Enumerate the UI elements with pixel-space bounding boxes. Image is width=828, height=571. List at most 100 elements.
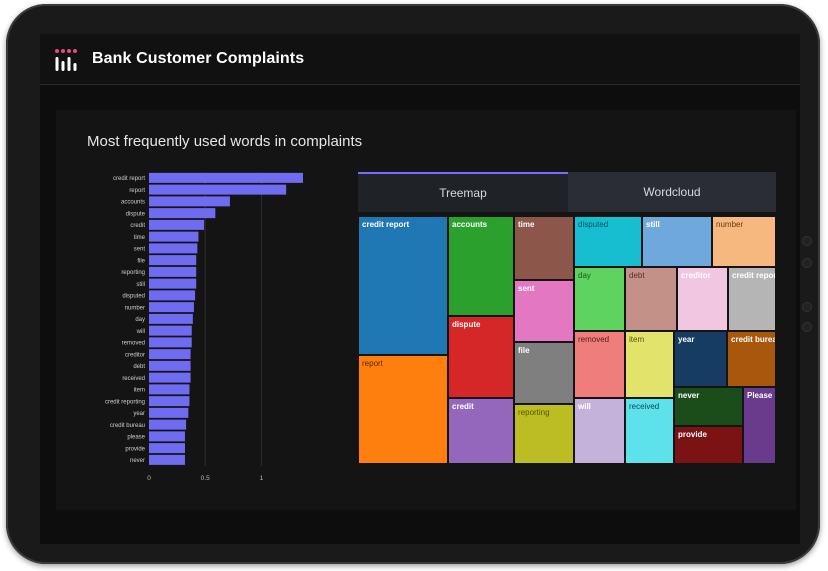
treemap-tile-label: Please (747, 391, 773, 400)
category-label: credit reporting (105, 399, 145, 405)
app-title: Bank Customer Complaints (92, 50, 305, 67)
treemap-tile[interactable]: reporting (514, 404, 574, 464)
treemap-tile-label: day (578, 271, 591, 280)
treemap-tile-label: sent (518, 284, 535, 293)
sensor-dot (802, 322, 812, 332)
bar[interactable] (149, 372, 191, 383)
category-label: dispute (126, 211, 146, 217)
treemap-tile[interactable]: will (574, 398, 625, 464)
bar[interactable] (149, 231, 199, 242)
camera-dot (802, 236, 812, 246)
category-label: never (130, 458, 145, 464)
bar[interactable] (149, 325, 192, 336)
category-label: time (134, 235, 146, 241)
bar[interactable] (149, 208, 216, 219)
treemap-tile-label: never (678, 391, 700, 400)
category-label: creditor (125, 352, 145, 358)
treemap-tile[interactable]: time (514, 216, 574, 280)
bar[interactable] (149, 196, 230, 207)
bar[interactable] (149, 431, 185, 442)
bar[interactable] (149, 419, 187, 430)
treemap-tile[interactable]: Please (743, 387, 776, 464)
category-label: file (137, 258, 145, 264)
view-tabs: Treemap Wordcloud (358, 172, 776, 212)
treemap-tile-label: credit reporting (732, 271, 775, 280)
treemap-tile-label: debt (629, 271, 645, 280)
category-label: credit bureau (110, 423, 145, 429)
bar[interactable] (149, 407, 189, 418)
treemap-tile-label: file (518, 346, 530, 355)
bar[interactable] (149, 219, 205, 230)
bar[interactable] (149, 302, 194, 313)
category-label: accounts (121, 200, 145, 206)
bar[interactable] (149, 255, 197, 266)
bar[interactable] (149, 384, 190, 395)
treemap-tile[interactable]: item (625, 331, 674, 398)
treemap-tile[interactable]: still (642, 216, 712, 267)
treemap-tile[interactable]: dispute (448, 316, 514, 398)
treemap-tile[interactable]: debt (625, 267, 677, 331)
treemap-tile[interactable]: credit reporting (728, 267, 776, 331)
treemap-tile[interactable]: credit (448, 398, 514, 464)
category-label: sent (134, 247, 146, 253)
bar[interactable] (149, 266, 197, 277)
category-label: provide (125, 446, 145, 452)
treemap-tile[interactable]: sent (514, 280, 574, 342)
card-title: Most frequently used words in complaints (87, 133, 363, 150)
bar[interactable] (149, 337, 192, 348)
treemap-tile-label: reporting (518, 408, 550, 417)
bar[interactable] (149, 454, 185, 465)
treemap-tile[interactable]: credit report (358, 216, 448, 355)
treemap-tile-label: number (716, 220, 744, 229)
treemap-tile-label: credit bureau (731, 335, 775, 344)
bar[interactable] (149, 290, 196, 301)
bar[interactable] (149, 349, 191, 360)
treemap-tile[interactable]: day (574, 267, 625, 331)
bar[interactable] (149, 396, 190, 407)
bar[interactable] (149, 172, 304, 183)
treemap-tile[interactable]: received (625, 398, 674, 464)
tab-treemap[interactable]: Treemap (358, 172, 568, 212)
treemap-tile[interactable]: accounts (448, 216, 514, 316)
treemap-tile-label: creditor (681, 271, 711, 280)
category-label: year (133, 411, 145, 417)
treemap-tile[interactable]: file (514, 342, 574, 404)
bar[interactable] (149, 184, 287, 195)
treemap-tile[interactable]: provide (674, 426, 743, 464)
treemap-tile[interactable]: creditor (677, 267, 728, 331)
bar[interactable] (149, 313, 193, 324)
treemap-tile[interactable]: year (674, 331, 727, 387)
treemap-tile[interactable]: removed (574, 331, 625, 398)
x-tick-label: 0.5 (201, 475, 210, 482)
x-tick-label: 0 (147, 475, 151, 482)
treemap-tile-label: received (629, 402, 660, 411)
category-label: still (136, 282, 145, 288)
treemap-tile[interactable]: never (674, 387, 743, 426)
bar[interactable] (149, 243, 198, 254)
plotly-logo-icon (55, 49, 77, 71)
bar[interactable] (149, 443, 185, 454)
header-bar: Bank Customer Complaints (40, 34, 800, 85)
treemap-tile-label: credit (452, 402, 474, 411)
category-label: reporting (121, 270, 145, 276)
treemap-tile-label: disputed (578, 220, 609, 229)
category-label: will (136, 329, 145, 335)
tab-wordcloud[interactable]: Wordcloud (568, 172, 776, 212)
treemap-tile[interactable]: disputed (574, 216, 642, 267)
treemap-tile-label: will (578, 402, 591, 411)
treemap-tile[interactable]: report (358, 355, 448, 464)
category-label: received (122, 376, 145, 382)
bar[interactable] (149, 278, 197, 289)
tablet-frame: Bank Customer Complaints Most frequently… (6, 4, 820, 564)
category-label: report (129, 188, 145, 194)
category-label: removed (122, 341, 145, 347)
sensor-dot (802, 302, 812, 312)
treemap-tile-label: time (518, 220, 535, 229)
treemap-tile[interactable]: credit bureau (727, 331, 776, 387)
bar[interactable] (149, 360, 191, 371)
treemap-tile-label: still (646, 220, 660, 229)
sensor-dot (802, 258, 812, 268)
treemap-tile[interactable]: number (712, 216, 776, 267)
category-label: day (135, 317, 145, 323)
treemap-tile-label: dispute (452, 320, 481, 329)
